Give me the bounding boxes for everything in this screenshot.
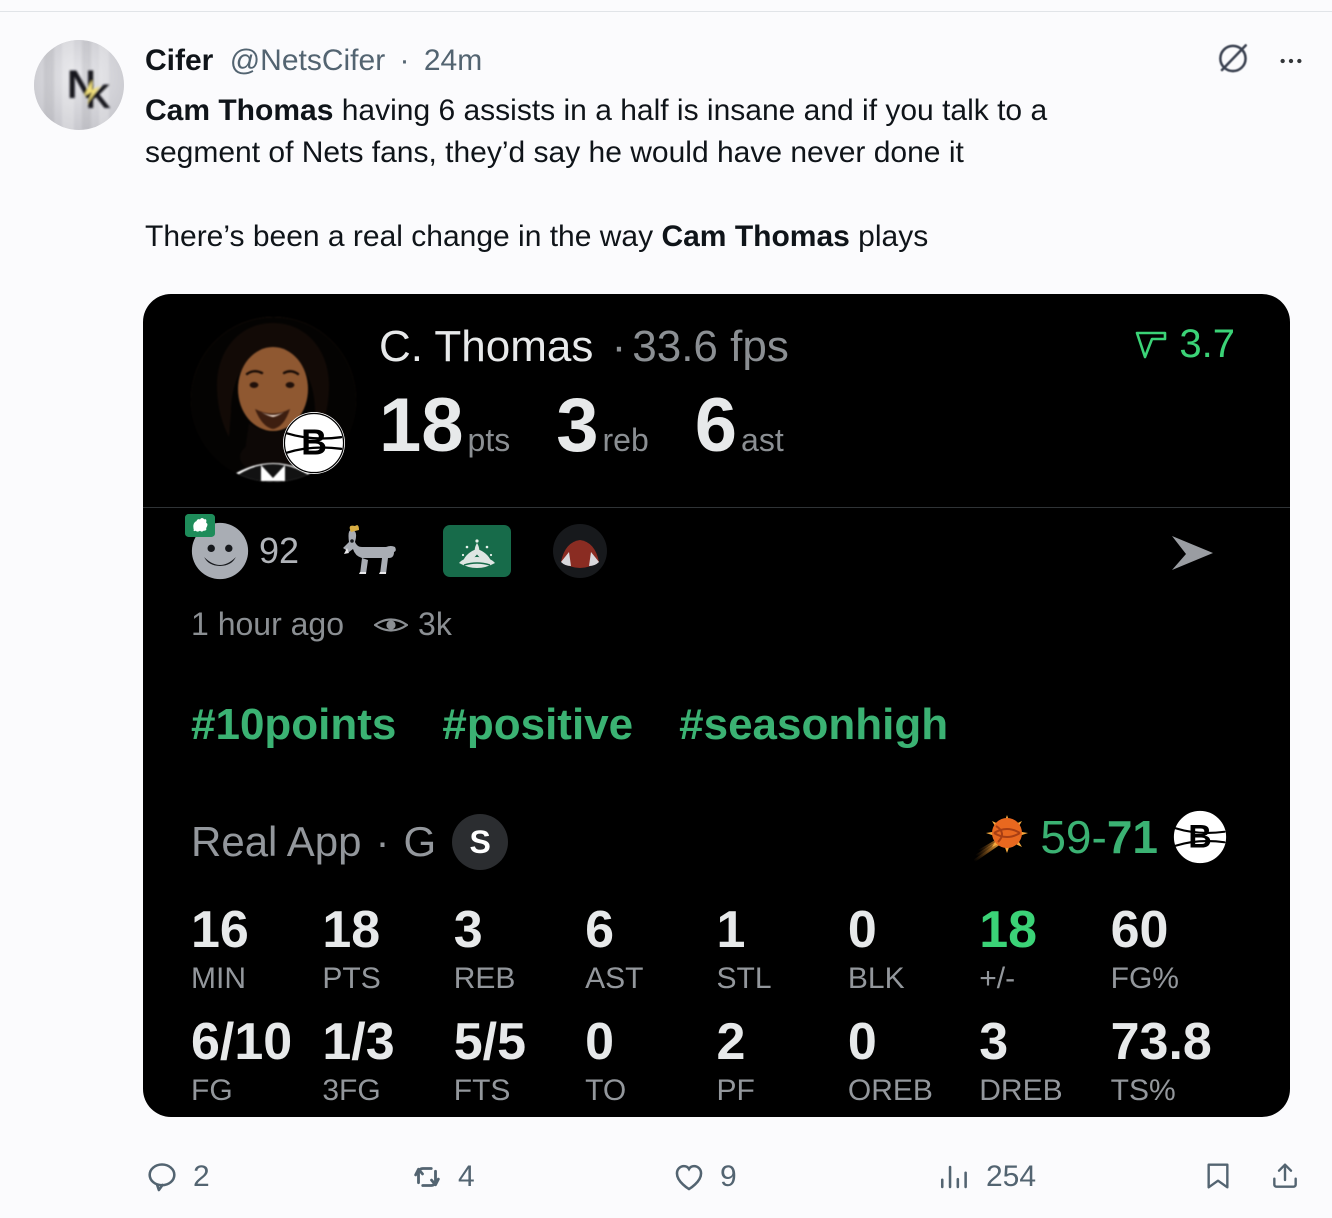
- svg-text:B: B: [1188, 819, 1211, 855]
- svg-text:K: K: [86, 78, 111, 116]
- svg-text:B: B: [301, 423, 327, 463]
